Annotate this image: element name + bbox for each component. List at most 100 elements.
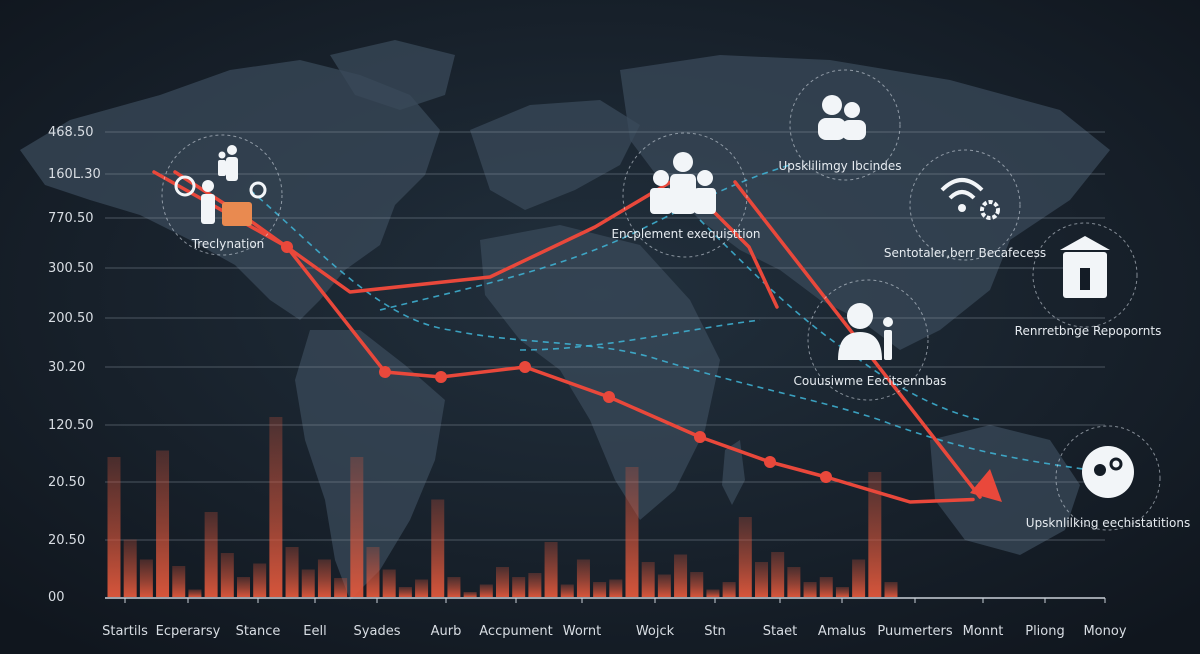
data-point: [764, 456, 776, 468]
arrow-head: [970, 469, 1002, 502]
x-tick-label: Wornt: [563, 624, 602, 639]
x-tick-label: Accpument: [479, 624, 552, 639]
map-north-america: [20, 60, 440, 320]
x-tick-label: Monoy: [1083, 624, 1126, 639]
annotation-label: Upsklilimgy Ibcindes: [778, 159, 901, 173]
trend-line: [173, 170, 779, 309]
bar: [560, 584, 574, 597]
bar: [593, 582, 607, 597]
annotation-label: Upsknlilking eechistatitions: [1026, 516, 1190, 530]
bar: [641, 562, 655, 597]
bar: [657, 574, 671, 597]
bar: [609, 579, 623, 597]
bar: [544, 542, 558, 597]
data-point: [603, 391, 615, 403]
team-icon: [818, 95, 866, 140]
bar: [447, 577, 461, 597]
y-tick-label: 200.50: [48, 311, 94, 326]
people-icon: [174, 145, 267, 226]
annotation-treclynation: Treclynation: [161, 134, 283, 256]
bar: [172, 566, 186, 597]
y-axis: 00 20.50 20.50 120.50 30.20 200.50 300.50 770.5…: [48, 125, 1105, 605]
bar: [107, 457, 121, 597]
bars: [107, 417, 898, 597]
map-australia: [930, 425, 1080, 555]
bar: [382, 569, 396, 597]
building-icon: [1060, 236, 1110, 298]
annotation-label: Treclynation: [191, 237, 265, 251]
annotation-upskilling: Upsklilimgy Ibcindes: [778, 69, 902, 181]
dashed-route: [379, 164, 791, 311]
x-tick-label: Wojck: [636, 624, 675, 639]
annotation-label-line1: Encplement exequisttion: [611, 227, 760, 241]
y-tick-label: 120.50: [48, 418, 94, 433]
annotation-reports: Renrretbnge Repopornts: [1015, 222, 1162, 338]
bar: [884, 582, 898, 597]
bar: [722, 582, 736, 597]
bar: [835, 587, 849, 597]
people-gear-icon-inner: [1094, 464, 1106, 476]
bar: [803, 582, 817, 597]
bar: [738, 517, 752, 597]
x-tick-label: Aurb: [431, 624, 462, 639]
bar: [220, 553, 234, 597]
bar: [690, 572, 704, 597]
y-tick-label: 20.50: [48, 533, 85, 548]
bar: [123, 539, 137, 597]
badge-ring: [789, 69, 901, 181]
data-point: [519, 361, 531, 373]
data-point: [820, 471, 832, 483]
bar: [237, 577, 250, 597]
x-tick-label: Monnt: [963, 624, 1004, 639]
bar: [706, 589, 720, 597]
bar: [317, 559, 331, 597]
x-axis: Startils Ecperarsy Stance Eell Syades Aurb Acc…: [102, 598, 1127, 639]
bar: [625, 467, 639, 597]
annotation-upskilling-bottom: Upsknlilking eechistatitions: [1026, 425, 1190, 531]
bar: [528, 573, 542, 597]
dashed-route: [519, 319, 761, 351]
bar: [496, 567, 509, 597]
bar: [285, 547, 299, 597]
person-icon: [838, 303, 893, 360]
bar: [204, 512, 218, 597]
bar: [366, 547, 380, 597]
trend-lines: [152, 170, 1002, 504]
bar: [253, 563, 267, 597]
badge-ring: [909, 149, 1021, 261]
x-tick-label: Eell: [303, 624, 326, 639]
bar: [479, 584, 493, 597]
y-tick-label: 00: [48, 590, 65, 605]
y-tick-label: 20.50: [48, 475, 85, 490]
bar: [301, 569, 315, 597]
bar: [787, 567, 801, 597]
x-tick-label: Amalus: [818, 624, 866, 639]
people-gear-icon-gear: [1109, 457, 1123, 471]
bar: [139, 559, 153, 597]
map-africa: [480, 225, 720, 520]
annotation-label: Sentotaler,berr Becafecess: [884, 246, 1046, 260]
annotation-sentotaler: Sentotaler,berr Becafecess: [884, 149, 1046, 261]
x-tick-label: Staet: [763, 624, 797, 639]
map-asia: [620, 55, 1110, 350]
dashed-routes: [249, 164, 1091, 471]
badge-ring: [161, 134, 283, 256]
y-tick-label: 468.50: [48, 125, 94, 140]
data-point: [694, 431, 706, 443]
data-point: [435, 371, 447, 383]
x-tick-label: Startils: [102, 624, 148, 639]
map-europe: [470, 100, 640, 210]
data-point: [281, 241, 293, 253]
bar: [819, 577, 833, 597]
annotation-label: Renrretbnge Repopornts: [1015, 324, 1162, 338]
world-map: [20, 40, 1110, 600]
badge-ring: [1032, 222, 1138, 328]
x-tick-label: Syades: [354, 624, 401, 639]
wifi-gear-icon: [940, 178, 1000, 220]
bar: [868, 472, 882, 597]
bar: [156, 450, 170, 597]
map-greenland: [330, 40, 455, 110]
bar: [415, 579, 429, 597]
bar: [674, 554, 688, 597]
x-tick-label: Ecperarsy: [156, 624, 221, 639]
